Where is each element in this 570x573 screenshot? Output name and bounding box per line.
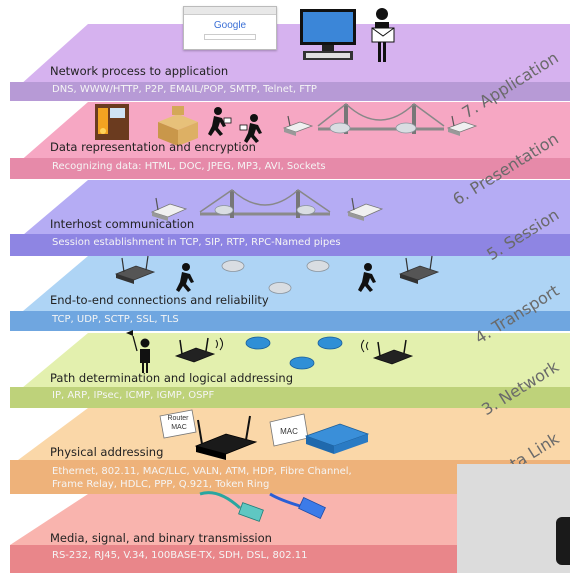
- search-box: [204, 34, 256, 40]
- protocol-line: RS-232, RJ45, V.34, 100BASE-TX, SDH, DSL…: [52, 550, 308, 561]
- webcam-overlay: [457, 464, 570, 573]
- protocol-line: Frame Relay, HDLC, PPP, Q.921, Token Rin…: [52, 479, 270, 490]
- layer-title: Interhost communication: [50, 217, 195, 231]
- wireless-router-icon: [346, 197, 384, 221]
- desktop-computer-icon: [300, 9, 356, 60]
- browser-toolbar: [184, 7, 276, 15]
- router-mac-label: Router: [167, 415, 189, 422]
- protocol-line: IP, ARP, IPsec, ICMP, IGMP, OSPF: [52, 390, 215, 401]
- layer-top-face: [10, 24, 570, 94]
- router-disc-icon: [245, 336, 343, 370]
- layer-title: Path determination and logical addressin…: [50, 371, 294, 385]
- layer-protocol-band: [10, 545, 570, 573]
- layer-protocols: Session establishment in TCP, SIP, RTP, …: [52, 237, 341, 248]
- protocol-line: TCP, UDP, SCTP, SSL, TLS: [52, 314, 179, 325]
- layer-title: Physical addressing: [50, 445, 164, 459]
- layer-protocols: Ethernet, 802.11, MAC/LLC, VALN, ATM, HD…: [52, 465, 352, 491]
- presenter-silhouette: [556, 517, 570, 565]
- running-person-icon: [239, 114, 262, 143]
- layer-title: Media, signal, and binary transmission: [50, 531, 272, 545]
- router-mac-label: MAC: [171, 424, 187, 431]
- wireless-router-icon: [446, 115, 478, 136]
- protocol-line: Session establishment in TCP, SIP, RTP, …: [52, 237, 341, 248]
- wireless-router-icon: [361, 339, 414, 365]
- layer-top-face: [10, 494, 570, 545]
- router-mac-tag: Router MAC: [159, 409, 197, 439]
- layer-protocols: IP, ARP, IPsec, ICMP, IGMP, OSPF: [52, 390, 214, 401]
- google-logo: Google: [213, 20, 247, 31]
- layer-top-face: [10, 102, 570, 170]
- layer-protocol-band: [10, 82, 570, 101]
- wireless-router-icon: [282, 115, 314, 136]
- router-disc-icon: [221, 260, 330, 294]
- wireless-router-icon: [194, 415, 258, 460]
- layer-protocol-band: [10, 234, 570, 256]
- bridge-icon: [199, 189, 331, 218]
- layer-title: End-to-end connections and reliability: [50, 293, 269, 307]
- wireless-router-icon: [398, 255, 440, 284]
- protocol-line: Ethernet, 802.11, MAC/LLC, VALN, ATM, HD…: [52, 466, 352, 477]
- wireless-router-icon: [114, 255, 156, 284]
- running-person-icon: [208, 107, 232, 136]
- router-disc-icon: [329, 122, 417, 134]
- layer-protocols: TCP, UDP, SCTP, SSL, TLS: [52, 314, 179, 325]
- person-with-flag-icon: [126, 330, 150, 373]
- running-person-icon: [358, 263, 376, 292]
- package-box-icon: [158, 106, 198, 146]
- layer-protocol-band: [10, 158, 570, 179]
- atm-machine-icon: [95, 104, 129, 140]
- layer-protocol-band: [10, 311, 570, 331]
- layer-title: Data representation and encryption: [50, 140, 256, 154]
- network-switch-icon: [304, 423, 370, 454]
- running-person-icon: [176, 263, 194, 292]
- protocol-line: Recognizing data: HTML, DOC, JPEG, MP3, …: [52, 161, 326, 172]
- browser-window-icon: Google: [183, 6, 277, 50]
- layer-protocols: RS-232, RJ45, V.34, 100BASE-TX, SDH, DSL…: [52, 550, 308, 561]
- layer-protocols: Recognizing data: HTML, DOC, JPEG, MP3, …: [52, 161, 326, 172]
- layer-protocol-band: [10, 387, 570, 408]
- ethernet-cable-icon: [199, 491, 326, 522]
- mac-label: MAC: [280, 427, 298, 436]
- layer-protocol-band: [10, 460, 570, 494]
- person-with-envelope-icon: [371, 8, 395, 62]
- protocol-line: DNS, WWW/HTTP, P2P, EMAIL/POP, SMTP, Tel…: [52, 84, 317, 95]
- wireless-router-icon: [150, 197, 188, 221]
- layer-protocols: DNS, WWW/HTTP, P2P, EMAIL/POP, SMTP, Tel…: [52, 84, 317, 95]
- layer-title: Network process to application: [50, 64, 229, 78]
- illustrations: Router MAC MAC: [95, 8, 478, 522]
- wireless-router-icon: [174, 337, 223, 363]
